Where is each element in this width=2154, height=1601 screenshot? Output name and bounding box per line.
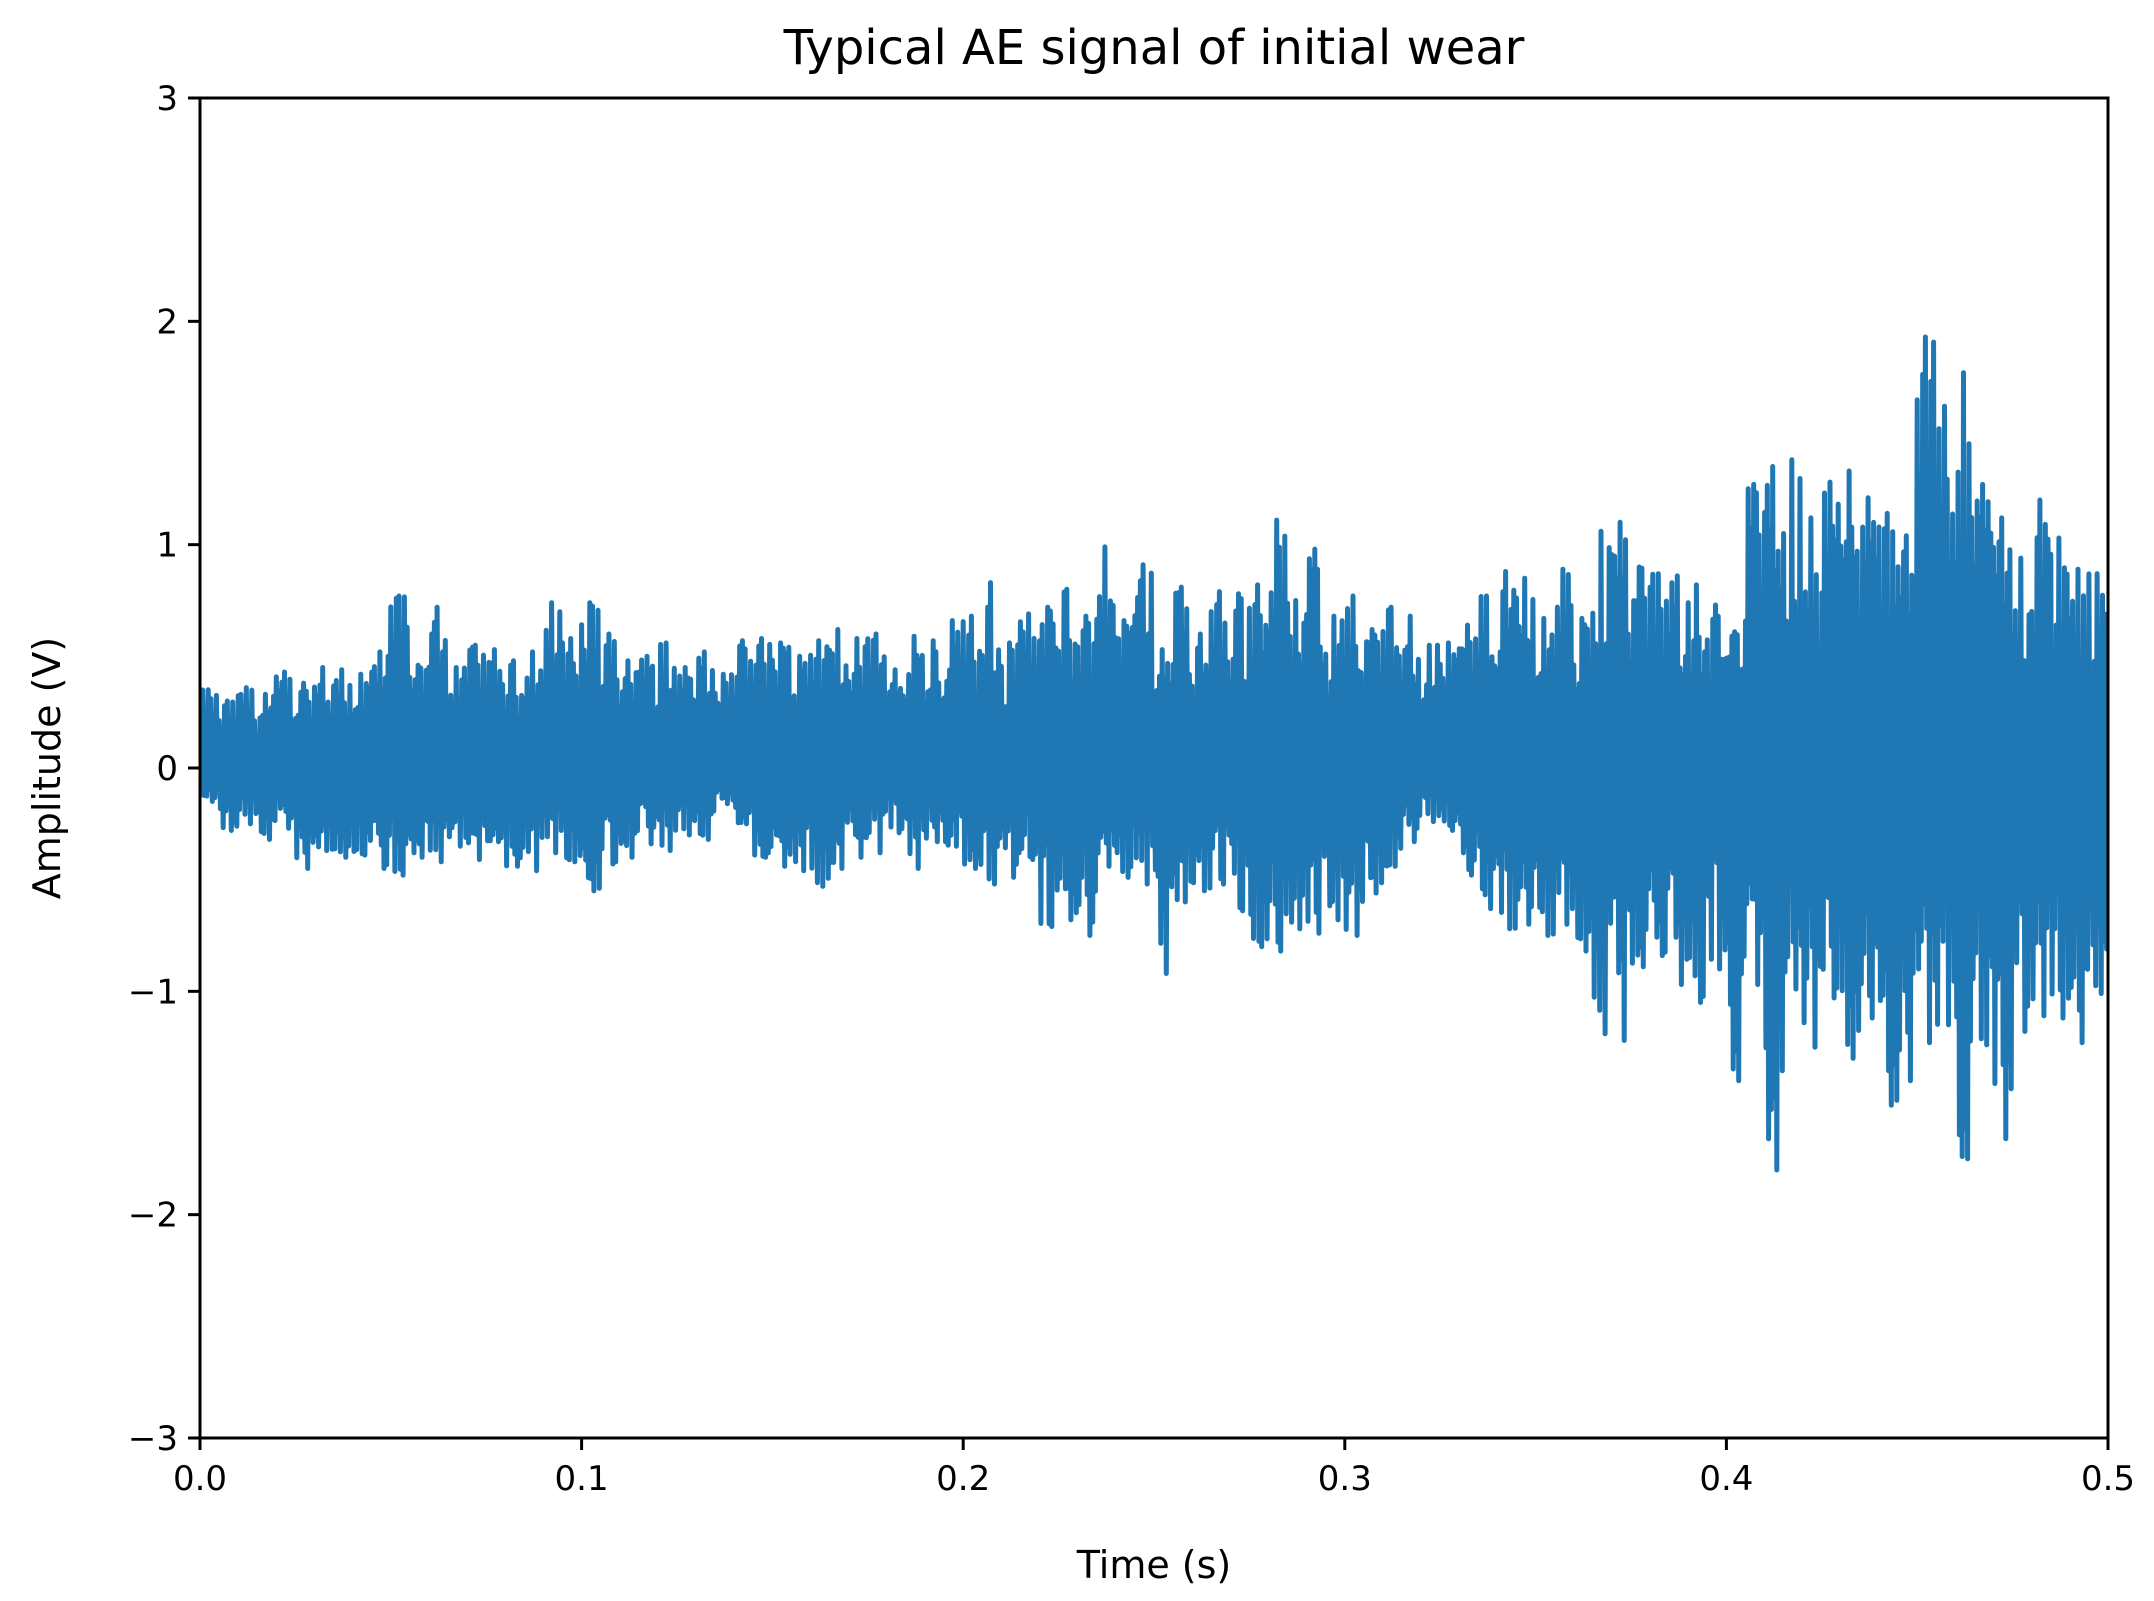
x-tick-label: 0.2 — [936, 1459, 990, 1499]
y-tick-label: −3 — [128, 1419, 178, 1459]
y-tick-label: 0 — [156, 749, 178, 789]
x-tick-label: 0.0 — [173, 1459, 227, 1499]
series-line — [200, 334, 2108, 1173]
plot-area — [200, 334, 2108, 1173]
y-tick-label: 3 — [156, 79, 178, 119]
x-tick-label: 0.5 — [2081, 1459, 2135, 1499]
y-axis-title: Amplitude (V) — [25, 637, 69, 899]
x-tick-label: 0.1 — [555, 1459, 609, 1499]
x-tick-label: 0.4 — [1699, 1459, 1753, 1499]
chart-title: Typical AE signal of initial wear — [783, 20, 1525, 76]
y-tick-label: 2 — [156, 302, 178, 342]
y-tick-label: −2 — [128, 1196, 178, 1236]
axis-ticks: 0.0 0.1 0.2 0.3 0.4 0.5 −3 −2 −1 0 1 2 3 — [128, 79, 2135, 1499]
y-tick-label: −1 — [128, 972, 178, 1012]
x-axis-title: Time (s) — [1076, 1543, 1232, 1587]
x-tick-label: 0.3 — [1318, 1459, 1372, 1499]
y-tick-label: 1 — [156, 526, 178, 566]
